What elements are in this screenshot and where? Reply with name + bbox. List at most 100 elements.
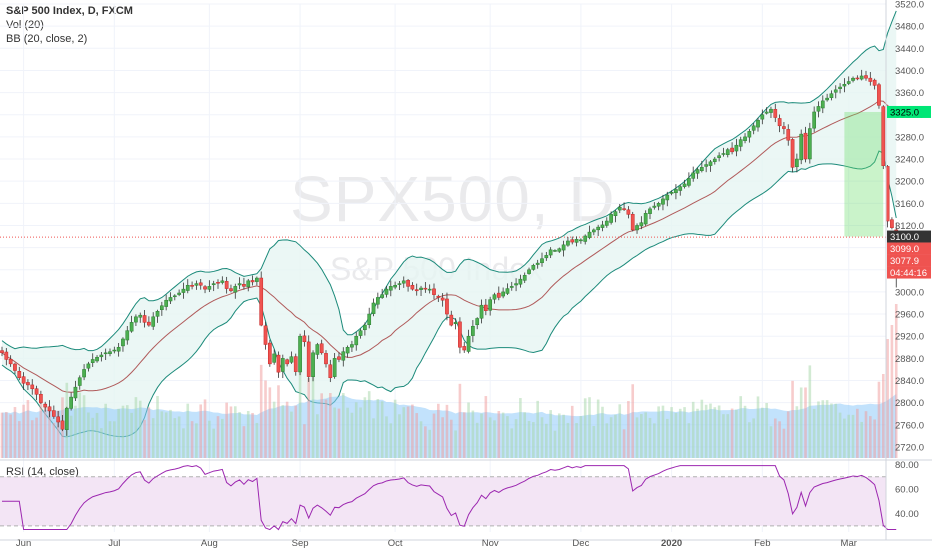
volume-bar xyxy=(545,423,548,458)
candle-body xyxy=(531,265,536,270)
volume-bar xyxy=(307,377,311,458)
volume-bar xyxy=(329,393,332,458)
candle-body xyxy=(596,226,601,231)
volume-bar xyxy=(225,402,228,458)
volume-bar xyxy=(458,383,462,458)
volume-bar xyxy=(121,405,125,458)
volume-bar xyxy=(722,414,725,458)
volume-bar xyxy=(890,325,894,458)
price-tick-label: 3120.0 xyxy=(895,221,924,232)
volume-bar xyxy=(402,407,406,458)
price-marker xyxy=(887,266,931,279)
candle-body xyxy=(639,222,644,227)
candle-body xyxy=(661,198,665,205)
volume-bar xyxy=(691,401,695,458)
candle-body xyxy=(764,111,769,114)
candle-body xyxy=(375,297,380,305)
volume-bar xyxy=(359,407,362,458)
volume-bar xyxy=(264,380,267,458)
volume-bar xyxy=(190,421,194,458)
volume-bar xyxy=(480,413,483,458)
volume-bar xyxy=(696,408,699,458)
volume-bar xyxy=(376,399,380,458)
bollinger-upper xyxy=(1,10,897,352)
volume-bar xyxy=(268,387,272,458)
volume-bar xyxy=(881,374,885,458)
volume-bar xyxy=(497,411,501,458)
candle-body xyxy=(877,84,881,106)
volume-bar xyxy=(570,405,574,458)
volume-bar xyxy=(389,423,393,458)
candle-body xyxy=(829,93,834,98)
volume-bar xyxy=(406,406,410,458)
volume-bar xyxy=(316,414,319,458)
candle-body xyxy=(298,335,302,373)
candle-body xyxy=(151,316,156,327)
volume-bar xyxy=(5,412,8,458)
candle-body xyxy=(229,288,233,292)
candle-body xyxy=(138,314,143,318)
candle-body xyxy=(423,287,428,290)
candle-body xyxy=(803,132,808,160)
candle-body xyxy=(846,81,851,84)
volume-bar xyxy=(812,408,816,458)
volume-bar xyxy=(324,399,328,458)
volume-bar xyxy=(233,406,237,458)
volume-bar xyxy=(363,397,367,458)
candle-body xyxy=(39,394,43,403)
volume-bar xyxy=(700,399,704,458)
volume-bar xyxy=(151,418,155,458)
volume-bar xyxy=(346,407,349,458)
chart-title: S&P 500 Index, D, FXCM xyxy=(6,5,133,17)
candle-body xyxy=(704,164,709,167)
volume-bar xyxy=(761,407,764,458)
candle-body xyxy=(73,386,78,399)
price-tick-label: 2920.0 xyxy=(895,332,924,343)
volume-bar xyxy=(860,421,863,458)
volume-bar xyxy=(856,408,859,458)
candle-body xyxy=(622,208,626,210)
volume-bar xyxy=(834,403,838,458)
volume-bar xyxy=(445,404,449,458)
candle-body xyxy=(527,269,531,274)
price-tick-label: 3520.0 xyxy=(895,0,924,11)
candle-body xyxy=(8,358,13,365)
volume-bar xyxy=(398,414,401,458)
candle-body xyxy=(453,322,458,325)
candle-body xyxy=(207,286,212,290)
volume-bar xyxy=(272,401,276,458)
volume-bar xyxy=(851,414,855,458)
candle-body xyxy=(108,351,112,354)
time-tick-label: Sep xyxy=(292,538,309,549)
volume-bar xyxy=(341,393,345,458)
volume-bar xyxy=(242,426,246,458)
candle-body xyxy=(168,297,173,302)
price-marker-label: 3099.0 xyxy=(890,244,919,255)
candle-body xyxy=(544,255,549,259)
candle-body xyxy=(652,205,657,208)
candle-body xyxy=(872,79,877,86)
volume-bar xyxy=(100,428,103,458)
volume-bar xyxy=(825,400,829,458)
volume-bar xyxy=(713,407,717,458)
candle-body xyxy=(458,321,462,348)
volume-bar xyxy=(566,422,570,458)
volume-bar xyxy=(739,396,743,458)
volume-bar xyxy=(354,402,358,458)
volume-bar xyxy=(195,423,198,458)
candle-body xyxy=(587,231,592,238)
time-tick-label: Feb xyxy=(754,538,770,549)
candle-body xyxy=(790,139,795,168)
volume-bar xyxy=(635,417,639,458)
candle-body xyxy=(432,288,436,295)
candle-body xyxy=(471,325,475,336)
volume-bar xyxy=(160,411,164,458)
volume-bar xyxy=(627,401,630,458)
candle-body xyxy=(890,219,894,228)
candle-body xyxy=(367,313,372,325)
volume-bar xyxy=(873,419,876,458)
volume-bar xyxy=(592,425,596,458)
candle-body xyxy=(782,126,786,129)
candle-body xyxy=(816,106,821,112)
